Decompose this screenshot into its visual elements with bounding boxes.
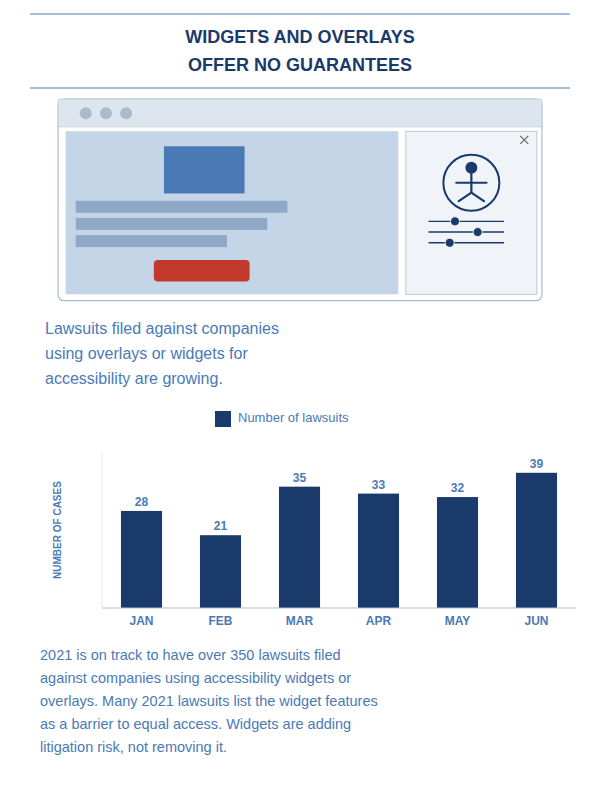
bar	[358, 494, 399, 608]
footer-text-line: 2021 is on track to have over 350 lawsui…	[40, 647, 341, 663]
accessibility-ring	[443, 155, 499, 211]
x-tick-label: APR	[366, 614, 392, 628]
footer-text-line: overlays. Many 2021 lawsuits list the wi…	[40, 693, 378, 709]
figure-limb	[456, 182, 486, 184]
bar	[437, 497, 478, 608]
illustration	[58, 99, 542, 301]
side-panel	[406, 131, 537, 294]
slider-knob	[450, 217, 459, 226]
bar	[279, 487, 320, 608]
data-label: 39	[530, 457, 544, 471]
data-label: 35	[293, 471, 307, 485]
title: WIDGETS AND OVERLAYS	[185, 27, 415, 47]
data-label: 21	[214, 519, 228, 533]
bar	[200, 535, 241, 608]
data-label: 28	[135, 495, 149, 509]
intro-text-line: Lawsuits filed against companies	[45, 320, 279, 337]
x-tick-label: MAR	[286, 614, 314, 628]
x-tick-label: MAY	[445, 614, 471, 628]
bars	[121, 473, 557, 608]
text-placeholder	[76, 201, 288, 213]
text-placeholder	[76, 218, 268, 230]
title-rule	[30, 88, 570, 89]
data-label: 33	[372, 478, 386, 492]
browser-dot	[120, 107, 132, 119]
browser-dot	[100, 107, 112, 119]
legend-label: Number of lawsuits	[238, 410, 349, 425]
slider-track	[429, 221, 505, 222]
legend-swatch	[215, 411, 231, 427]
footer-text-line: as a barrier to equal access. Widgets ar…	[40, 716, 351, 732]
subtitle: OFFER NO GUARANTEES	[188, 55, 412, 75]
y-axis-line	[102, 452, 103, 608]
intro-text: Lawsuits filed against companies using ov…	[45, 320, 279, 387]
slider-knob	[473, 228, 482, 237]
slider-track	[429, 231, 505, 232]
browser-bar	[58, 99, 542, 127]
slider-knob	[445, 238, 454, 247]
footer-text-line: against companies using accessibility wi…	[40, 670, 351, 686]
chart: WIDGETS AND OVERLAYS OFFER NO GUARANTEES L…	[0, 0, 600, 794]
title-rule	[30, 14, 570, 15]
y-axis-label: NUMBER OF CASES	[52, 481, 63, 579]
legend: Number of lawsuits	[215, 410, 349, 427]
bar	[121, 511, 162, 608]
button-placeholder	[154, 260, 250, 281]
x-axis-line	[102, 607, 576, 608]
close-icon	[520, 136, 528, 144]
intro-text-line: accessibility are growing.	[45, 370, 223, 387]
text-placeholder	[76, 235, 227, 247]
figure-head	[465, 162, 477, 174]
image-placeholder	[164, 146, 245, 193]
intro-text-line: using overlays or widgets for	[45, 345, 248, 362]
x-tick-label: JAN	[129, 614, 153, 628]
footer-text-line: litigation risk, not removing it.	[40, 739, 227, 755]
browser-dot	[80, 107, 92, 119]
slider-track	[429, 242, 505, 243]
data-label: 32	[451, 481, 465, 495]
figure-limb	[471, 193, 484, 202]
browser-frame	[58, 99, 542, 301]
footer-text: 2021 is on track to have over 350 lawsui…	[40, 647, 378, 755]
content-panel	[66, 131, 399, 294]
figure-limb	[459, 193, 472, 202]
x-tick-label: FEB	[209, 614, 233, 628]
bar	[516, 473, 557, 608]
x-tick-label: JUN	[524, 614, 548, 628]
